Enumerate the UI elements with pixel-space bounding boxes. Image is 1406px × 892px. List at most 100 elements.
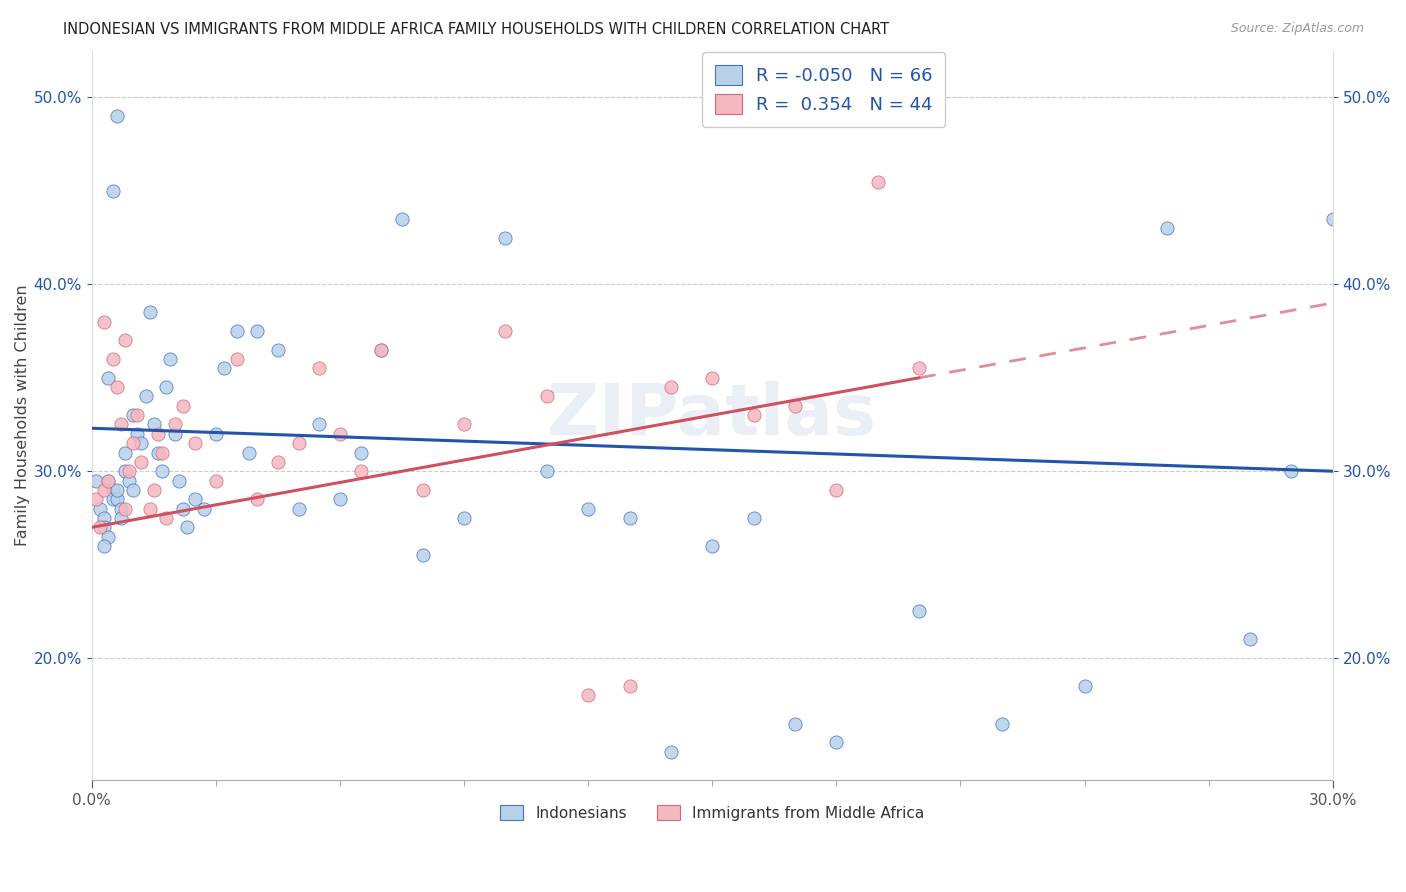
Point <box>127 426 149 441</box>
Point <box>453 417 475 432</box>
Point <box>205 474 228 488</box>
Point <box>101 184 124 198</box>
Point <box>97 371 120 385</box>
Point <box>619 679 641 693</box>
Point <box>146 426 169 441</box>
Point <box>163 417 186 432</box>
Point <box>184 436 207 450</box>
Point <box>329 426 352 441</box>
Point <box>536 464 558 478</box>
Point <box>412 483 434 497</box>
Point <box>783 399 806 413</box>
Point <box>89 520 111 534</box>
Point <box>329 492 352 507</box>
Point <box>122 408 145 422</box>
Point <box>287 501 309 516</box>
Point <box>118 464 141 478</box>
Point <box>412 549 434 563</box>
Point <box>93 539 115 553</box>
Point <box>93 511 115 525</box>
Point <box>453 511 475 525</box>
Point <box>93 520 115 534</box>
Point <box>267 455 290 469</box>
Point <box>105 109 128 123</box>
Point <box>391 211 413 226</box>
Point <box>350 445 373 459</box>
Point <box>131 455 153 469</box>
Point <box>101 483 124 497</box>
Point <box>105 492 128 507</box>
Point <box>702 539 724 553</box>
Point <box>225 324 247 338</box>
Point <box>205 426 228 441</box>
Point <box>908 361 931 376</box>
Point <box>142 483 165 497</box>
Point <box>238 445 260 459</box>
Point <box>93 483 115 497</box>
Point <box>184 492 207 507</box>
Point <box>825 483 848 497</box>
Point <box>495 230 517 244</box>
Point <box>84 474 107 488</box>
Point <box>659 745 682 759</box>
Point <box>114 501 136 516</box>
Point <box>97 474 120 488</box>
Point <box>110 501 132 516</box>
Point <box>193 501 215 516</box>
Point <box>114 464 136 478</box>
Point <box>89 501 111 516</box>
Point <box>1281 464 1303 478</box>
Point <box>308 361 330 376</box>
Point <box>114 445 136 459</box>
Point <box>127 408 149 422</box>
Point <box>1322 211 1344 226</box>
Point <box>155 380 177 394</box>
Point <box>167 474 190 488</box>
Point <box>101 352 124 367</box>
Point <box>866 174 889 188</box>
Point <box>536 389 558 403</box>
Point <box>225 352 247 367</box>
Point <box>135 389 157 403</box>
Point <box>246 492 269 507</box>
Point <box>702 371 724 385</box>
Point <box>783 716 806 731</box>
Point <box>742 408 765 422</box>
Point <box>246 324 269 338</box>
Point <box>176 520 198 534</box>
Point <box>110 511 132 525</box>
Point <box>1239 632 1261 647</box>
Point <box>150 464 173 478</box>
Legend: Indonesians, Immigrants from Middle Africa: Indonesians, Immigrants from Middle Afri… <box>494 798 931 827</box>
Point <box>122 436 145 450</box>
Point <box>110 417 132 432</box>
Point <box>495 324 517 338</box>
Point <box>118 474 141 488</box>
Point <box>172 501 194 516</box>
Point <box>163 426 186 441</box>
Point <box>150 445 173 459</box>
Point <box>370 343 392 357</box>
Point <box>131 436 153 450</box>
Point <box>93 315 115 329</box>
Point <box>576 501 599 516</box>
Point <box>619 511 641 525</box>
Text: ZIPatlas: ZIPatlas <box>547 381 877 450</box>
Point <box>1073 679 1095 693</box>
Point <box>146 445 169 459</box>
Text: INDONESIAN VS IMMIGRANTS FROM MIDDLE AFRICA FAMILY HOUSEHOLDS WITH CHILDREN CORR: INDONESIAN VS IMMIGRANTS FROM MIDDLE AFR… <box>63 22 890 37</box>
Point <box>105 380 128 394</box>
Point <box>97 474 120 488</box>
Point <box>991 716 1014 731</box>
Point <box>114 334 136 348</box>
Point <box>308 417 330 432</box>
Point <box>122 483 145 497</box>
Y-axis label: Family Households with Children: Family Households with Children <box>15 285 30 546</box>
Point <box>105 483 128 497</box>
Text: Source: ZipAtlas.com: Source: ZipAtlas.com <box>1230 22 1364 36</box>
Point <box>1156 221 1178 235</box>
Point <box>155 511 177 525</box>
Point <box>659 380 682 394</box>
Point <box>825 735 848 749</box>
Point <box>742 511 765 525</box>
